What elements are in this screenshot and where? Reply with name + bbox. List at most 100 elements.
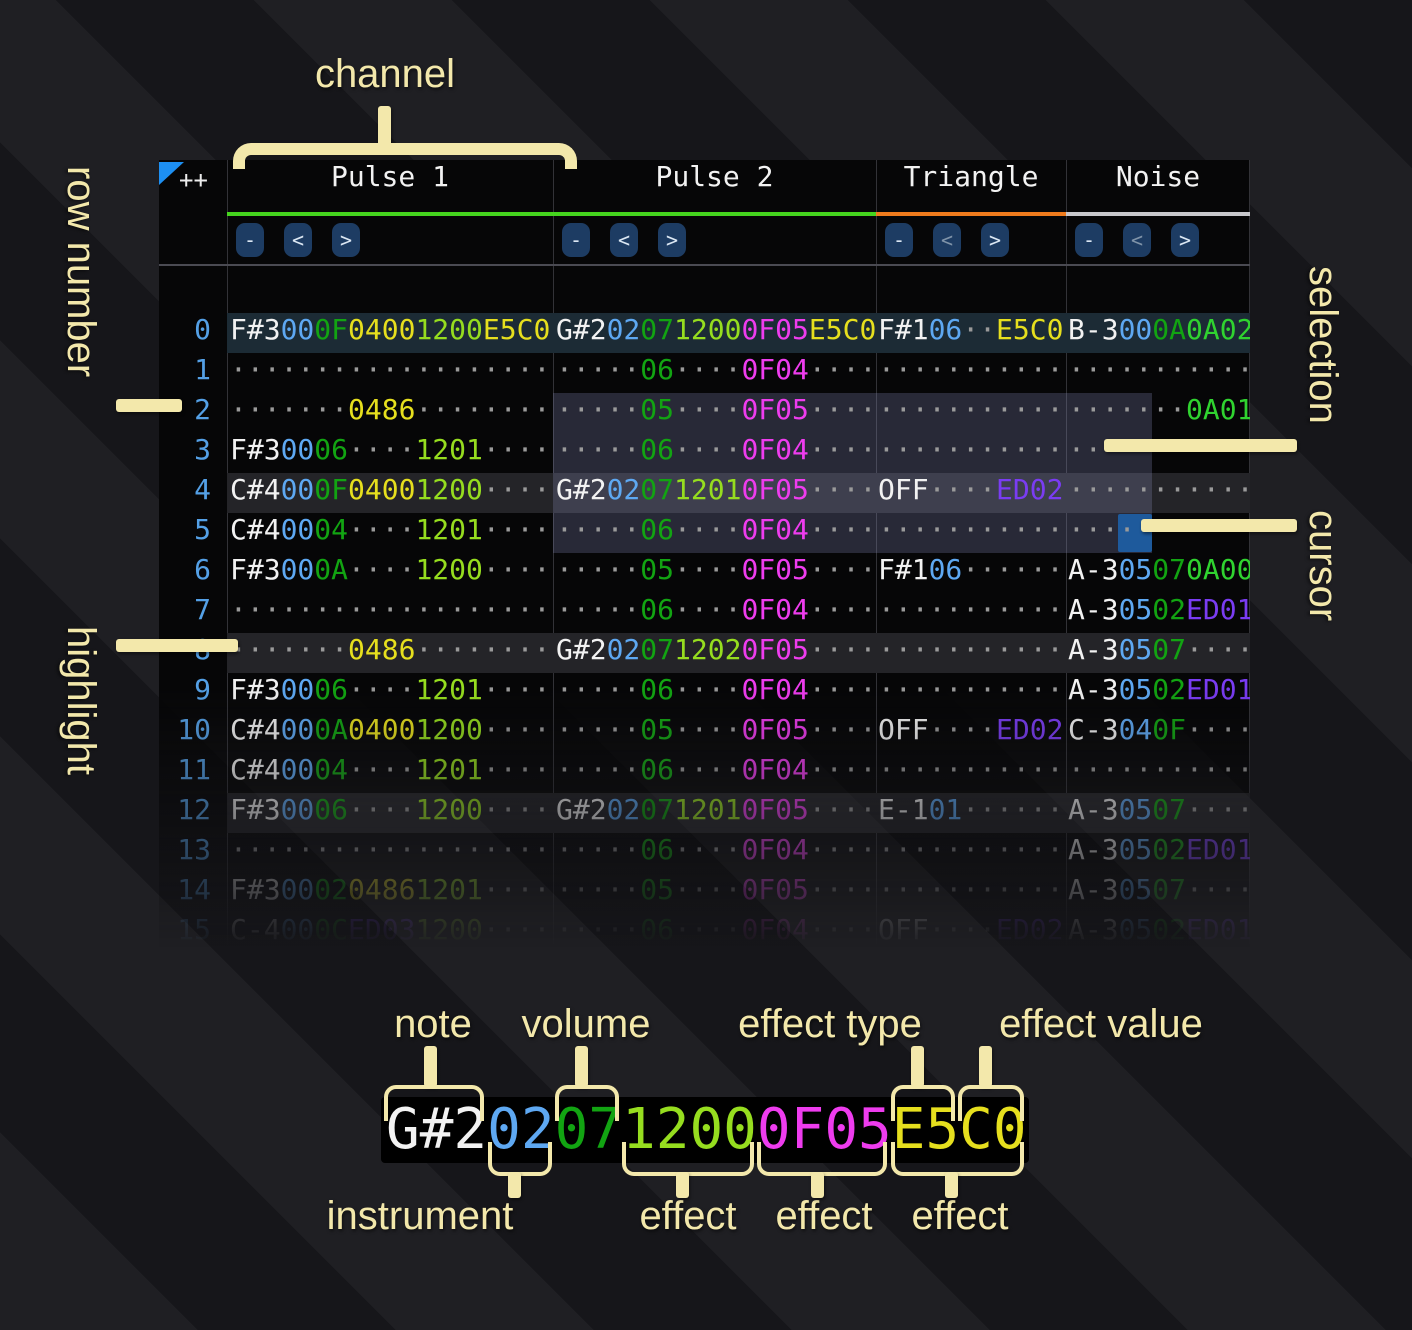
pattern-prev-button[interactable]: < <box>1123 223 1151 257</box>
pattern-cell-pulse-1[interactable]: C#4000A04001200···· <box>227 713 553 753</box>
empty-field: ·· <box>962 433 997 466</box>
pattern-editor[interactable]: ++ Pulse 1- < > Pulse 2- < > Triangle - < > Noise -… <box>159 160 1250 955</box>
pattern-cell-pulse-2[interactable]: ·····06····0F04···· <box>553 433 876 473</box>
pattern-cell-noise[interactable]: A-30502ED01 <box>1066 593 1250 633</box>
pattern-cell-triangle[interactable]: ··········· <box>876 433 1066 473</box>
pattern-cell-pulse-2[interactable]: ·····06····0F04···· <box>553 593 876 633</box>
pattern-cell-triangle[interactable]: ··········· <box>876 633 1066 673</box>
pattern-cell-triangle[interactable]: F#106······ <box>876 553 1066 593</box>
pattern-cell-triangle[interactable]: ··········· <box>876 393 1066 433</box>
pattern-next-button[interactable]: > <box>1171 223 1199 257</box>
empty-field: ·· <box>1152 393 1187 426</box>
pattern-cell-noise[interactable]: B-3000A0A02 <box>1066 313 1250 353</box>
note-field: F#3 <box>230 673 281 706</box>
pattern-cell-triangle[interactable]: ··········· <box>876 513 1066 553</box>
note-field: A-3 <box>1068 633 1119 666</box>
pattern-cell-pulse-2[interactable]: ·····06····0F04···· <box>553 833 876 873</box>
pattern-cell-pulse-1[interactable]: ··················· <box>227 353 553 393</box>
pattern-corner-cell[interactable]: ++ <box>159 160 227 264</box>
vol-field: 06 <box>314 793 349 826</box>
fxm-field: 0F05 <box>741 793 809 826</box>
example-effect-type-label: effect type <box>738 1002 922 1046</box>
pattern-cell-noise[interactable]: A-30507···· <box>1066 633 1250 673</box>
pattern-cell-noise[interactable]: A-30502ED01 <box>1066 673 1250 713</box>
pattern-cell-triangle[interactable]: F#106··E5C0 <box>876 313 1066 353</box>
pattern-cell-triangle[interactable]: ··········· <box>876 833 1066 873</box>
pattern-cell-pulse-2[interactable]: ·····05····0F05···· <box>553 553 876 593</box>
pattern-cell-pulse-2[interactable]: G#2020712010F05···· <box>553 793 876 833</box>
corner-expand-label[interactable]: ++ <box>179 166 208 194</box>
pattern-cell-pulse-2[interactable]: ·····06····0F04···· <box>553 913 876 953</box>
mute-button[interactable]: - <box>885 223 913 257</box>
empty-field: ·· <box>928 713 963 746</box>
pattern-cell-triangle[interactable]: ··········· <box>876 753 1066 793</box>
pattern-cell-triangle[interactable]: ··········· <box>876 353 1066 393</box>
empty-field: ·· <box>962 873 997 906</box>
pattern-cell-pulse-2[interactable]: ·····06····0F04···· <box>553 673 876 713</box>
fxp-field: ED01 <box>1186 913 1250 946</box>
pattern-cell-noise[interactable]: ·······0A01 <box>1066 393 1250 433</box>
ins-field: 00 <box>280 713 315 746</box>
ins-field: 05 <box>1118 793 1153 826</box>
pattern-cell-pulse-2[interactable]: ·····05····0F05···· <box>553 873 876 913</box>
pattern-cell-noise[interactable]: A-30502ED01 <box>1066 833 1250 873</box>
pattern-cell-pulse-1[interactable]: F#3000A····1200···· <box>227 553 553 593</box>
mute-button[interactable]: - <box>562 223 590 257</box>
pattern-cell-pulse-1[interactable]: C#40004····1201···· <box>227 513 553 553</box>
empty-field: ··· <box>230 633 281 666</box>
pattern-cell-noise[interactable]: A-30502ED01 <box>1066 913 1250 953</box>
pattern-cell-pulse-2[interactable]: G#2020712010F05···· <box>553 473 876 513</box>
pattern-cell-pulse-2[interactable]: G#2020712000F05E5C0 <box>553 313 876 353</box>
pattern-next-button[interactable]: > <box>658 223 686 257</box>
pattern-cell-noise[interactable]: A-30507···· <box>1066 793 1250 833</box>
pattern-cell-triangle[interactable]: ··········· <box>876 593 1066 633</box>
pattern-cell-triangle[interactable]: ··········· <box>876 873 1066 913</box>
mute-button[interactable]: - <box>1075 223 1103 257</box>
pattern-next-button[interactable]: > <box>332 223 360 257</box>
pattern-cell-pulse-1[interactable]: F#3000F04001200E5C0 <box>227 313 553 353</box>
pattern-cell-triangle[interactable]: E-101······ <box>876 793 1066 833</box>
ins-field: 05 <box>1118 553 1153 586</box>
pattern-cell-noise[interactable]: ··········· <box>1066 473 1250 513</box>
pattern-cell-pulse-2[interactable]: ·····05····0F05···· <box>553 393 876 433</box>
pattern-prev-button[interactable]: < <box>610 223 638 257</box>
pattern-cell-noise[interactable]: A-305070A00 <box>1066 553 1250 593</box>
pattern-cell-pulse-1[interactable]: F#3000204861201···· <box>227 873 553 913</box>
pattern-cell-pulse-1[interactable]: F#30006····1201···· <box>227 433 553 473</box>
pattern-cell-pulse-2[interactable]: G#2020712020F05···· <box>553 633 876 673</box>
pattern-cell-pulse-2[interactable]: ·····06····0F04···· <box>553 753 876 793</box>
channel-header-pulse-2[interactable]: Pulse 2 - < > <box>553 160 876 264</box>
pattern-cell-pulse-1[interactable]: ·······0486········ <box>227 633 553 673</box>
pattern-cell-noise[interactable]: A-30507···· <box>1066 873 1250 913</box>
pattern-cell-triangle[interactable]: OFF····ED02 <box>876 913 1066 953</box>
example-effect2-label: effect <box>775 1194 873 1238</box>
pattern-cell-pulse-1[interactable]: F#30006····1200···· <box>227 793 553 833</box>
pattern-next-button[interactable]: > <box>981 223 1009 257</box>
pattern-cell-pulse-1[interactable]: ··················· <box>227 833 553 873</box>
empty-field: ·· <box>928 913 963 946</box>
pattern-cell-noise[interactable]: ··········· <box>1066 753 1250 793</box>
pattern-cell-pulse-1[interactable]: C-4000CED031200···· <box>227 913 553 953</box>
pattern-cell-pulse-1[interactable]: F#30006····1201···· <box>227 673 553 713</box>
pattern-cell-triangle[interactable]: OFF····ED02 <box>876 473 1066 513</box>
vol-field: 0F <box>314 473 349 506</box>
pattern-cell-pulse-1[interactable]: ··················· <box>227 593 553 633</box>
pattern-cell-pulse-1[interactable]: C#40004····1201···· <box>227 753 553 793</box>
channel-header-pulse-1[interactable]: Pulse 1 - < > <box>227 160 553 264</box>
pattern-cell-pulse-2[interactable]: ·····06····0F04···· <box>553 353 876 393</box>
pattern-cell-triangle[interactable]: OFF····ED02 <box>876 713 1066 753</box>
pattern-prev-button[interactable]: < <box>933 223 961 257</box>
ins-field: 00 <box>280 313 315 346</box>
pattern-cell-pulse-2[interactable]: ·····05····0F05···· <box>553 713 876 753</box>
pattern-cell-pulse-2[interactable]: ·····06····0F04···· <box>553 513 876 553</box>
pattern-cell-triangle[interactable]: ··········· <box>876 673 1066 713</box>
pattern-prev-button[interactable]: < <box>284 223 312 257</box>
empty-field: ··· <box>878 433 929 466</box>
pattern-cell-pulse-1[interactable]: C#4000F04001200···· <box>227 473 553 513</box>
channel-header-noise[interactable]: Noise - < > <box>1066 160 1250 264</box>
mute-button[interactable]: - <box>236 223 264 257</box>
channel-header-triangle[interactable]: Triangle - < > <box>876 160 1066 264</box>
pattern-cell-pulse-1[interactable]: ·······0486········ <box>227 393 553 433</box>
pattern-cell-noise[interactable]: ··········· <box>1066 353 1250 393</box>
pattern-cell-noise[interactable]: C-3040F···· <box>1066 713 1250 753</box>
